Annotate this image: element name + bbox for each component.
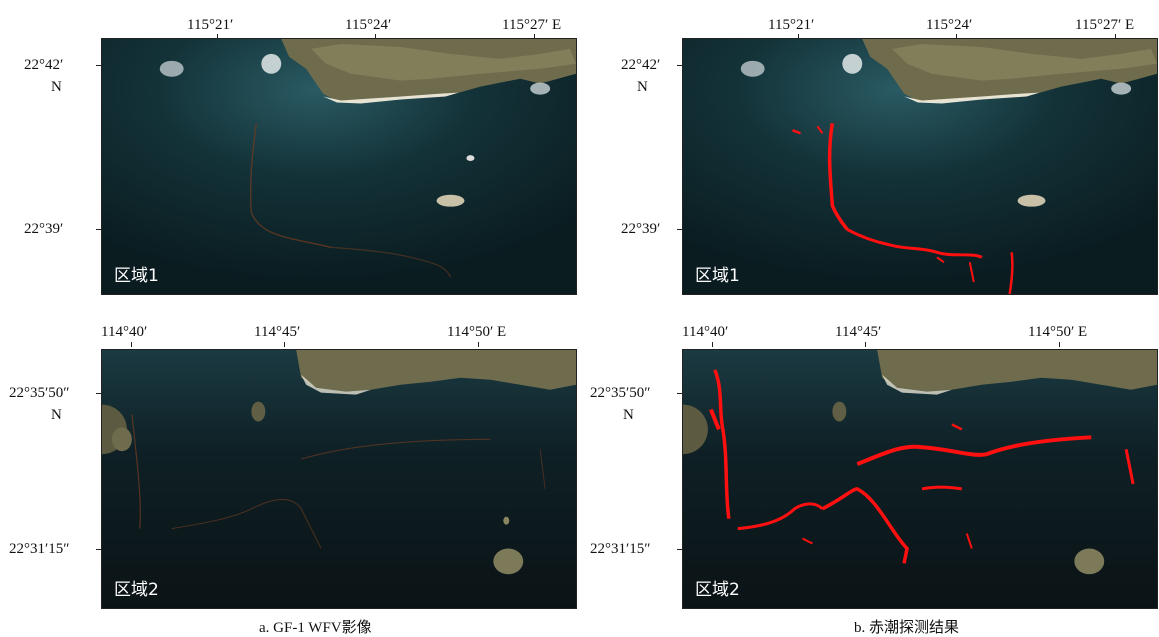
tick-mark: [96, 229, 101, 230]
tick-mark: [956, 34, 957, 39]
tick-mark: [677, 65, 682, 66]
panel-a-bottom-x-tick-2: 114°45′: [254, 324, 301, 340]
panel-b-top-x-tick-2: 115°24′: [926, 17, 973, 33]
panel-b-bottom-x-tick-3: 114°50′ E: [1028, 324, 1088, 340]
tick-mark: [677, 393, 682, 394]
panel-b-bottom-y-hemisphere: N: [623, 407, 634, 423]
panel-a-bottom-map: 区域2: [101, 349, 577, 609]
tick-mark: [478, 342, 479, 347]
panel-a-top-x-tick-1: 115°21′: [187, 17, 234, 33]
panel-a-bottom-y-tick-2: 22°31′15″: [9, 541, 70, 557]
tick-mark: [677, 549, 682, 550]
tick-mark: [96, 65, 101, 66]
panel-a-bottom-y-hemisphere: N: [51, 407, 62, 423]
tick-mark: [1115, 34, 1116, 39]
region-label: 区域1: [114, 266, 159, 286]
tick-mark: [96, 549, 101, 550]
panel-a-top-x-tick-3: 115°27′ E: [502, 17, 562, 33]
panel-b-caption: b. 赤潮探测结果: [854, 620, 960, 636]
panel-a-bottom-x-tick-3: 114°50′ E: [447, 324, 507, 340]
tick-mark: [865, 342, 866, 347]
tick-mark: [96, 393, 101, 394]
panel-b-top-y-tick-2: 22°39′: [621, 221, 661, 237]
panel-b-top-y-tick-1: 22°42′: [621, 57, 661, 73]
panel-a-top-y-tick-2: 22°39′: [24, 221, 64, 237]
panel-b-bottom-x-tick-2: 114°45′: [835, 324, 882, 340]
tick-mark: [677, 229, 682, 230]
panel-a-top-map: 区域1: [101, 38, 577, 295]
tick-mark: [712, 342, 713, 347]
panel-b-bottom-x-tick-1: 114°40′: [682, 324, 729, 340]
tick-mark: [534, 34, 535, 39]
panel-b-top-x-tick-1: 115°21′: [768, 17, 815, 33]
panel-b-bottom-y-tick-1: 22°35′50″: [590, 385, 651, 401]
panel-a-top-y-tick-1: 22°42′: [24, 57, 64, 73]
region-label: 区域2: [114, 580, 159, 600]
panel-b-bottom-y-tick-2: 22°31′15″: [590, 541, 651, 557]
panel-a-top-y-hemisphere: N: [51, 79, 62, 95]
tick-mark: [375, 34, 376, 39]
panel-b-bottom-map: 区域2: [682, 349, 1158, 609]
panel-b-top-map: 区域1: [682, 38, 1158, 295]
region-label: 区域1: [695, 266, 740, 286]
tick-mark: [217, 34, 218, 39]
panel-a-bottom-x-tick-1: 114°40′: [101, 324, 148, 340]
panel-a-caption: a. GF-1 WFV影像: [259, 620, 372, 636]
panel-b-top-y-hemisphere: N: [637, 79, 648, 95]
region-label: 区域2: [695, 580, 740, 600]
panel-b-top-x-tick-3: 115°27′ E: [1075, 17, 1135, 33]
panel-a-bottom-y-tick-1: 22°35′50″: [9, 385, 70, 401]
tick-mark: [284, 342, 285, 347]
panel-a-top-x-tick-2: 115°24′: [345, 17, 392, 33]
tick-mark: [798, 34, 799, 39]
tick-mark: [131, 342, 132, 347]
tick-mark: [1059, 342, 1060, 347]
